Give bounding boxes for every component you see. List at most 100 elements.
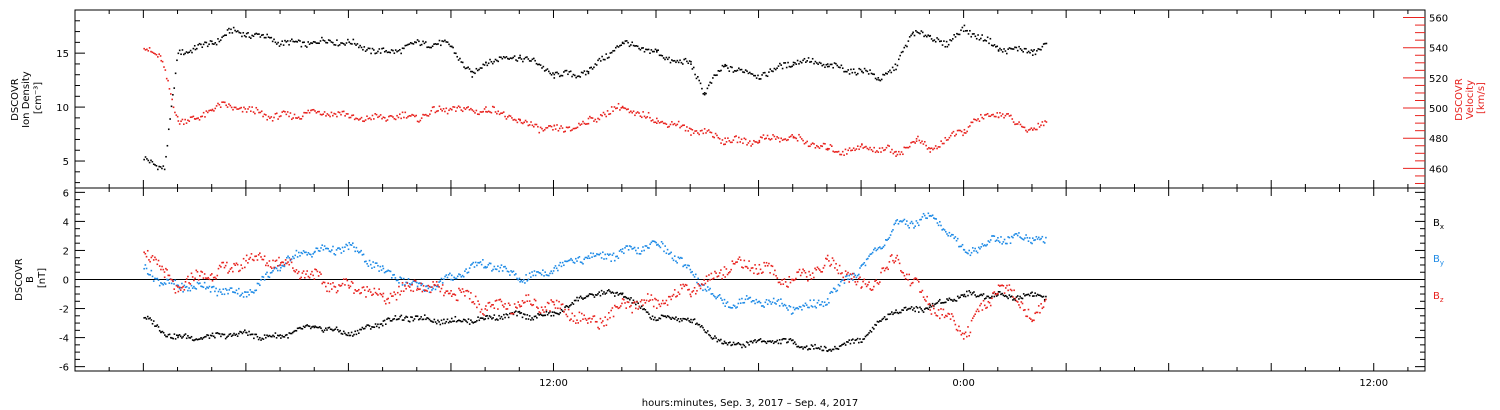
velocity-point [621,106,624,109]
bz-point [920,291,922,293]
bx-point [606,290,609,292]
velocity-point [486,111,489,113]
bx-point [349,334,352,337]
bz-point [163,276,166,279]
bz-point [1010,289,1013,292]
velocity-point [330,111,333,114]
bz-point [356,290,359,292]
density-point [548,70,550,73]
velocity-point [362,120,364,122]
by-point [704,288,707,291]
by-point [573,262,576,264]
bz-point [942,308,945,311]
velocity-point [266,118,268,121]
bz-point [792,278,794,281]
by-point [253,291,255,294]
density-point [444,39,446,42]
by-point [223,293,226,296]
velocity-point [151,51,154,54]
bz-point [185,278,188,280]
velocity-point [154,53,156,55]
bx-point [604,293,607,295]
density-point [306,46,308,48]
density-point [408,43,411,45]
velocity-point [400,117,402,120]
velocity-point [463,107,465,109]
density-point [370,52,372,55]
bx-point [928,306,931,309]
bx-point [335,326,338,329]
by-point [1042,241,1045,243]
density-point [502,55,505,58]
bx-point [185,337,188,340]
density-point [960,29,962,32]
bx-point [344,332,346,335]
bz-point [778,281,781,284]
density-point [490,60,493,63]
by-point [359,251,361,253]
velocity-point [955,133,958,136]
bx-point [694,323,697,326]
velocity-point [549,125,551,127]
density-point [278,45,281,47]
bx-point [300,327,302,330]
bz-point [283,263,286,266]
bz-point [808,270,810,273]
velocity-point [543,128,546,131]
bx-point [230,335,233,338]
by-point [242,296,245,298]
by-point [921,216,924,218]
bx-point [612,292,615,294]
bx-point [682,317,684,320]
bz-point [571,312,574,315]
bx-point [966,290,968,293]
velocity-point [239,107,241,110]
velocity-point [951,132,953,134]
bottom-left-ylabel: DSCOVR B [nT] [14,255,48,301]
bx-point [263,334,266,336]
by-point [534,274,537,277]
density-point [789,66,792,68]
by-point [958,245,960,248]
bz-point [282,261,285,264]
bz-point [579,320,582,322]
bx-point [479,317,482,319]
bx-point [466,321,469,324]
velocity-point [316,110,319,113]
bx-point [900,311,902,314]
velocity-point [727,137,729,139]
bz-point [640,299,643,301]
bz-point [292,267,294,269]
bx-point [445,320,448,323]
by-point [792,306,795,309]
bx-point [821,349,824,352]
bz-point [757,272,760,275]
bx-point [427,317,430,320]
bz-point [754,264,756,266]
by-point [480,263,483,266]
velocity-point [163,66,165,68]
density-point [1045,42,1048,45]
bz-point [771,265,774,268]
by-point [470,264,472,266]
bz-point [315,268,318,271]
bz-point [417,288,420,291]
density-point [690,63,692,65]
by-point [725,302,728,305]
bx-point [621,292,624,295]
density-point [980,37,982,40]
by-point [195,288,198,290]
bz-point [630,304,632,307]
density-point [558,75,561,78]
bx-point [465,320,467,322]
bx-point [392,318,394,321]
by-point [473,266,476,268]
bz-point [251,258,254,261]
bx-point [768,340,770,343]
bz-point [642,304,644,307]
bz-point [1013,289,1015,292]
by-point [1039,238,1041,241]
by-point [273,267,275,270]
density-point [774,68,777,71]
by-point [790,313,793,315]
